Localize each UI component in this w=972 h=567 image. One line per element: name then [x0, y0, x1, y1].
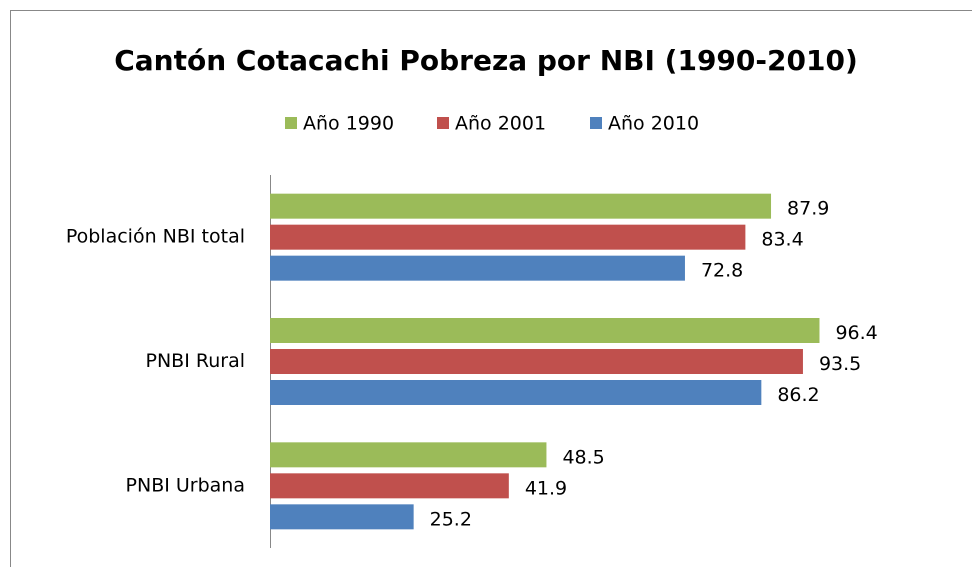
bar [270, 318, 820, 343]
value-label: 87.9 [787, 198, 829, 220]
value-label: 96.4 [835, 322, 877, 344]
bar [270, 442, 547, 468]
bar [270, 380, 762, 405]
bar [270, 349, 803, 374]
value-label: 72.8 [701, 260, 743, 282]
bar [270, 473, 509, 499]
legend-swatch [590, 117, 602, 129]
chart-title: Cantón Cotacachi Pobreza por NBI (1990-2… [114, 44, 858, 77]
legend-label: Año 2010 [608, 113, 699, 135]
bar [270, 193, 772, 219]
bar [270, 255, 685, 281]
value-label: 93.5 [819, 353, 861, 375]
legend-swatch [285, 117, 297, 129]
value-label: 83.4 [761, 229, 803, 251]
category-label: Población NBI total [66, 226, 245, 248]
value-label: 48.5 [562, 446, 604, 468]
category-label: PNBI Rural [146, 350, 245, 372]
value-label: 86.2 [777, 384, 819, 406]
legend-label: Año 1990 [303, 113, 394, 135]
value-label: 41.9 [525, 477, 567, 499]
category-label: PNBI Urbana [126, 474, 245, 496]
legend-swatch [437, 117, 449, 129]
legend-label: Año 2001 [455, 113, 546, 135]
bar [270, 504, 414, 530]
value-label: 25.2 [430, 508, 472, 530]
bar [270, 224, 746, 250]
